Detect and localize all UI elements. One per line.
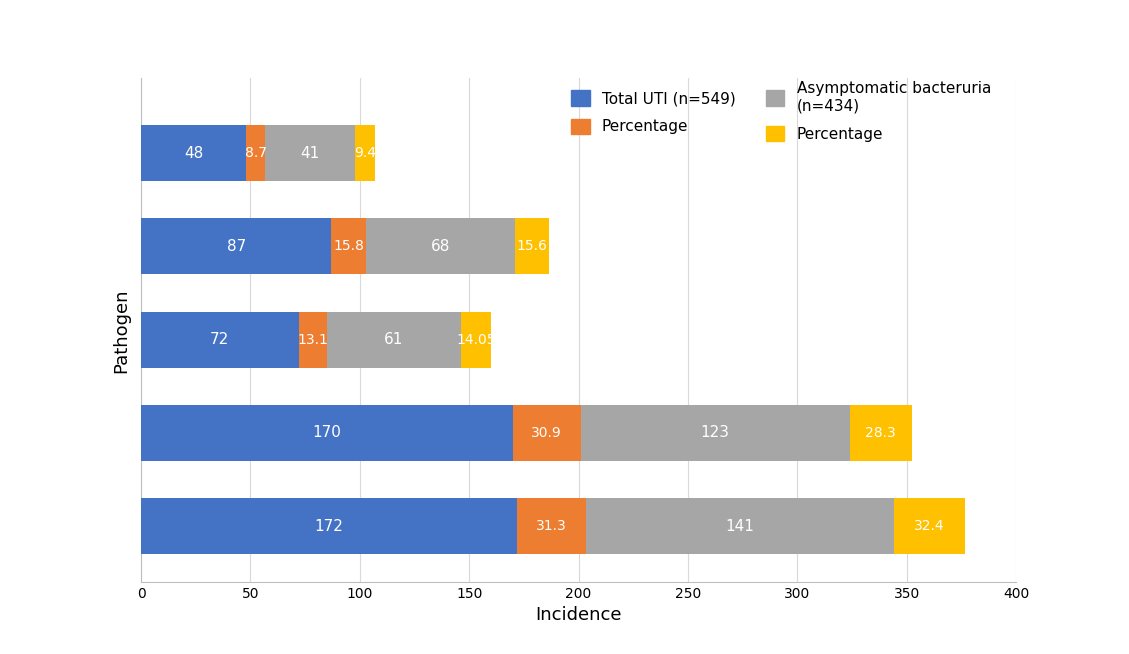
Bar xyxy=(141,405,513,461)
Text: 72: 72 xyxy=(210,332,229,347)
Bar xyxy=(355,125,376,181)
Bar xyxy=(265,125,355,181)
Text: 30.9: 30.9 xyxy=(532,426,562,440)
Text: 123: 123 xyxy=(701,425,729,440)
Bar xyxy=(327,311,461,368)
Legend: Total UTI (n=549), Percentage, Asymptomatic bacteruria
(n=434), Percentage: Total UTI (n=549), Percentage, Asymptoma… xyxy=(571,81,991,142)
Text: 48: 48 xyxy=(184,146,203,161)
Bar xyxy=(141,498,517,554)
Text: 87: 87 xyxy=(227,239,246,254)
Bar xyxy=(850,405,911,461)
Text: 28.3: 28.3 xyxy=(865,426,896,440)
Bar xyxy=(894,498,965,554)
Text: 172: 172 xyxy=(315,519,343,534)
Y-axis label: Pathogen: Pathogen xyxy=(113,288,131,373)
Bar xyxy=(298,311,327,368)
Text: 32.4: 32.4 xyxy=(914,519,945,533)
Text: 14.05: 14.05 xyxy=(456,333,496,347)
Bar xyxy=(141,218,332,274)
Text: 15.6: 15.6 xyxy=(516,239,548,253)
Bar xyxy=(246,125,265,181)
Bar xyxy=(141,125,246,181)
Text: 141: 141 xyxy=(726,519,754,534)
Bar xyxy=(586,498,894,554)
Text: 9.4: 9.4 xyxy=(355,146,376,160)
Bar xyxy=(517,498,586,554)
Text: 170: 170 xyxy=(313,425,341,440)
Bar xyxy=(366,218,515,274)
Bar xyxy=(513,405,580,461)
Bar xyxy=(461,311,491,368)
Text: 15.8: 15.8 xyxy=(333,239,365,253)
Bar xyxy=(332,218,366,274)
Text: 13.1: 13.1 xyxy=(298,333,329,347)
Bar xyxy=(141,311,298,368)
Text: 41: 41 xyxy=(300,146,320,161)
Bar xyxy=(515,218,549,274)
Bar xyxy=(580,405,850,461)
Text: 31.3: 31.3 xyxy=(536,519,567,533)
X-axis label: Incidence: Incidence xyxy=(535,606,622,625)
Text: 68: 68 xyxy=(430,239,450,254)
Text: 61: 61 xyxy=(384,332,404,347)
Text: 8.7: 8.7 xyxy=(245,146,266,160)
